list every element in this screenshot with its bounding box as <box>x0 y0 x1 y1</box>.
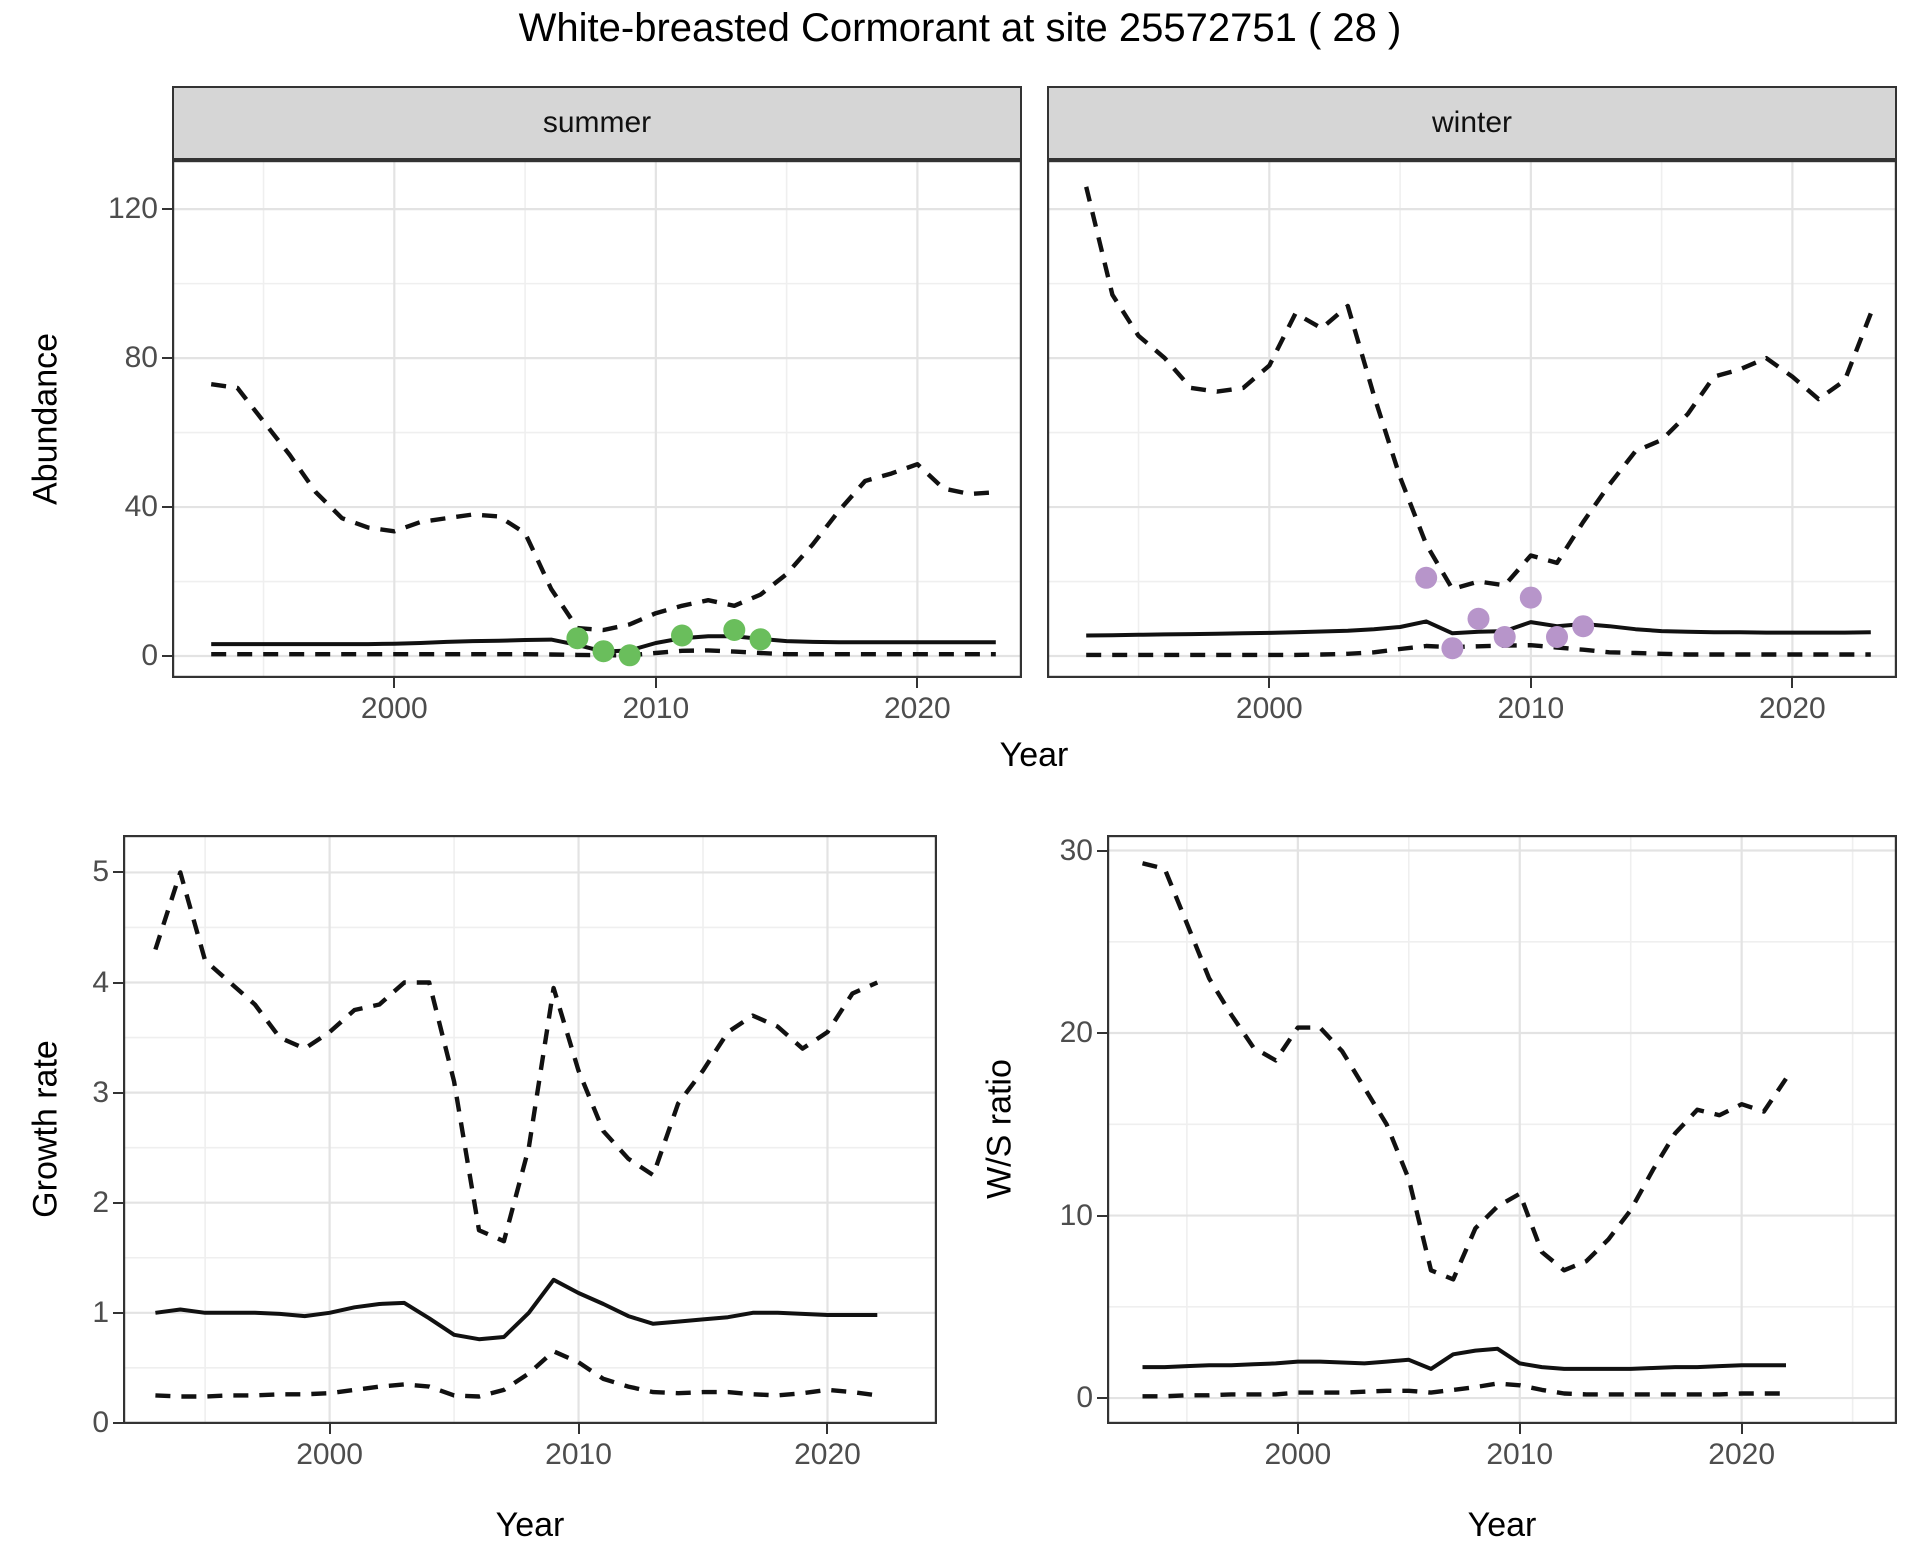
winter-median-line <box>1086 619 1871 638</box>
tick-label: 2010 <box>545 1438 612 1471</box>
winter-lower-ci-line <box>1086 643 1871 658</box>
tick-label: 2020 <box>884 692 951 725</box>
winter-upper-ci-line <box>1084 186 1873 592</box>
axis-tick <box>1740 1424 1743 1434</box>
y-axis-title-ws-ratio: W/S ratio <box>980 1059 1019 1199</box>
winter-counts-point <box>1519 586 1542 609</box>
growth-median-line <box>155 1277 878 1342</box>
tick-label: 2020 <box>1708 1438 1776 1471</box>
tick-label: 2 <box>92 1185 109 1219</box>
axis-tick <box>1097 1214 1107 1217</box>
tick-label: 80 <box>124 341 158 375</box>
tick-label: 2010 <box>1486 1438 1554 1471</box>
ws-upper-ci-line <box>1141 861 1788 1282</box>
axis-tick <box>162 208 172 211</box>
x-axis-title-year-top: Year <box>999 736 1069 774</box>
x-axis-title-year-bottom-right: Year <box>1467 1506 1537 1544</box>
tick-label: 2010 <box>1497 692 1565 725</box>
summer-counts-point <box>749 628 772 651</box>
axis-tick <box>1791 678 1794 688</box>
axis-tick <box>113 871 123 874</box>
tick-label: 120 <box>107 192 158 226</box>
facet-strip-winter: winter <box>1047 86 1897 160</box>
axis-tick <box>328 1424 331 1434</box>
tick-label: 1 <box>92 1295 109 1329</box>
ws-lower-ci-line <box>1142 1381 1786 1399</box>
axis-tick <box>113 1201 123 1204</box>
tick-label: 40 <box>124 490 158 524</box>
tick-label: 2020 <box>794 1438 861 1471</box>
x-axis-title-year-bottom-left: Year <box>495 1506 565 1544</box>
tick-label: 10 <box>1059 1198 1093 1232</box>
tick-label: 2000 <box>360 692 428 725</box>
facet-strip-winter-label: winter <box>1431 106 1513 139</box>
axis-tick <box>393 678 396 688</box>
growth-panel <box>123 835 937 1424</box>
figure-title: White-breasted Cormorant at site 2557275… <box>518 6 1402 50</box>
axis-tick <box>654 678 657 688</box>
winter-counts-point <box>1493 626 1516 648</box>
axis-tick <box>1268 678 1271 688</box>
axis-tick <box>1518 1424 1521 1434</box>
axis-tick <box>1529 678 1532 688</box>
tick-label: 2020 <box>1759 692 1826 725</box>
tick-label: 4 <box>92 965 109 999</box>
tick-label: 0 <box>92 1405 109 1439</box>
summer-counts-point <box>566 627 589 650</box>
axis-tick <box>577 1424 580 1434</box>
tick-label: 2000 <box>1235 692 1303 725</box>
tick-label: 5 <box>92 855 109 889</box>
axis-tick <box>113 1091 123 1094</box>
tick-label: 3 <box>92 1075 109 1109</box>
winter-counts-point <box>1415 566 1438 589</box>
tick-label: 2010 <box>622 692 690 725</box>
axis-tick <box>113 981 123 984</box>
facet-strip-summer: summer <box>172 86 1022 160</box>
growth-upper-ci-line <box>153 870 879 1244</box>
axis-tick <box>162 506 172 509</box>
axis-tick <box>113 1311 123 1314</box>
axis-tick <box>162 357 172 360</box>
tick-label: 30 <box>1059 833 1093 867</box>
tick-label: 2000 <box>296 1438 363 1471</box>
tick-label: 0 <box>1076 1381 1093 1415</box>
summer-upper-ci-line <box>210 382 996 633</box>
axis-tick <box>1097 1032 1107 1035</box>
winter-counts-point <box>1546 626 1568 648</box>
tick-label: 2000 <box>1264 1438 1332 1471</box>
winter-panel <box>1047 160 1897 678</box>
axis-tick <box>826 1424 829 1434</box>
axis-tick <box>162 655 172 658</box>
facet-strip-summer-label: summer <box>542 106 652 139</box>
summer-counts-point <box>618 644 641 667</box>
summer-counts-point <box>723 619 746 641</box>
axis-tick <box>1097 849 1107 852</box>
tick-label: 20 <box>1059 1016 1093 1050</box>
axis-tick <box>1097 1397 1107 1400</box>
axis-tick <box>1296 1424 1299 1434</box>
tick-label: 0 <box>141 639 158 673</box>
axis-tick <box>113 1421 123 1424</box>
summer-panel <box>172 160 1022 678</box>
ws-median-line <box>1142 1346 1786 1371</box>
axis-tick <box>916 678 919 688</box>
winter-counts-point <box>1441 637 1464 660</box>
summer-counts-point <box>671 624 693 647</box>
summer-counts-point <box>592 640 615 663</box>
growth-lower-ci-line <box>155 1349 878 1399</box>
ws-panel <box>1107 835 1897 1424</box>
winter-counts-point <box>1572 615 1595 638</box>
winter-counts-point <box>1467 607 1490 630</box>
